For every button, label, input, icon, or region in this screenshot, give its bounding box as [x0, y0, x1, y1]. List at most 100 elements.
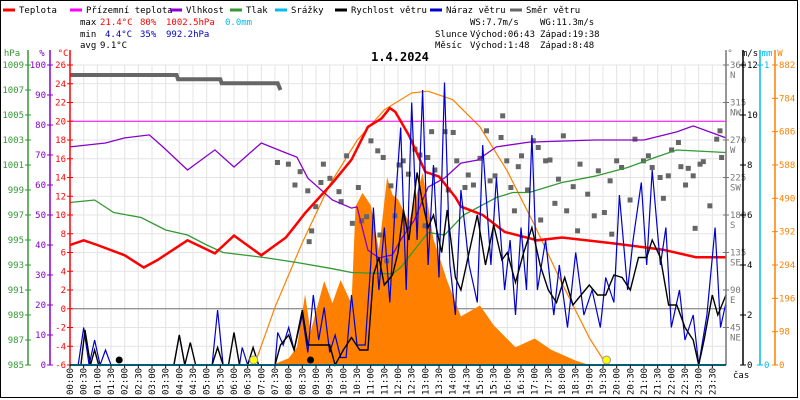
- time-tick-label: 15:00: [476, 368, 486, 395]
- wind-tick-label: 4: [747, 261, 752, 271]
- temperature-tick-label: 14: [55, 174, 66, 184]
- pressure-tick-label: 1005: [2, 111, 24, 121]
- legend-label: Vlhkost: [186, 6, 224, 16]
- solar-tick-label: 882: [779, 61, 795, 71]
- humidity-tick-label: 10: [35, 331, 46, 341]
- legend-label: Rychlost větru: [351, 6, 427, 16]
- time-tick-label: 22:00: [667, 368, 677, 395]
- humidity-unit: %: [39, 49, 45, 59]
- wind-tick-label: 12: [747, 61, 758, 71]
- pressure-tick-label: 991: [8, 286, 24, 296]
- time-tick-label: 06:30: [244, 368, 254, 395]
- wind-direction-point: [498, 135, 504, 140]
- direction-tick-label: 225: [730, 174, 746, 184]
- humidity-tick-label: 90: [35, 91, 46, 101]
- humidity-tick-label: 80: [35, 121, 46, 131]
- stat-avg-label: avg: [80, 41, 96, 51]
- wind-direction-point: [429, 129, 435, 135]
- temperature-tick-label: 16: [55, 155, 66, 165]
- wind-direction-point: [327, 175, 333, 181]
- humidity-tick-label: 60: [35, 181, 46, 191]
- pressure-tick-label: 999: [8, 186, 24, 196]
- time-tick-label: 06:00: [230, 368, 240, 395]
- wind-direction-point: [560, 133, 566, 139]
- direction-compass-label: E: [730, 296, 735, 306]
- humidity-line: [69, 125, 727, 259]
- humidity-tick-label: 0: [41, 361, 46, 371]
- wind-direction-point: [508, 185, 514, 190]
- time-tick-label: 07:00: [257, 368, 267, 395]
- moon-label: Měsíc: [435, 41, 462, 51]
- stat-max-press: 1002.5hPa: [166, 18, 215, 28]
- temperature-tick-label: 12: [55, 192, 66, 202]
- wind-direction-point: [538, 217, 544, 223]
- direction-compass-label: S: [730, 221, 735, 231]
- temperature-unit: °C: [58, 49, 69, 59]
- direction-unit: °: [727, 49, 732, 59]
- wind-direction-point: [697, 161, 703, 167]
- direction-tick-label: 45: [730, 324, 741, 334]
- time-tick-label: 21:30: [654, 368, 664, 395]
- wind-direction-point: [305, 188, 311, 194]
- wind-direction-point: [719, 155, 725, 160]
- wind-direction-point: [344, 153, 350, 159]
- time-tick-label: 16:30: [517, 368, 527, 395]
- wind-direction-point: [313, 204, 319, 210]
- wind-direction-point: [707, 203, 713, 209]
- solar-radiation-area: [272, 172, 590, 365]
- time-tick-label: 11:30: [380, 368, 390, 395]
- legend-label: Přízemní teplota: [86, 6, 173, 16]
- temperature-tick-label: 4: [61, 267, 66, 277]
- stat-max-hum: 80%: [140, 18, 157, 28]
- wind-direction-point: [575, 228, 581, 234]
- wind-tick-label: 0: [747, 361, 752, 371]
- time-tick-label: 20:30: [626, 368, 636, 395]
- wind-direction-point: [465, 172, 471, 178]
- pressure-tick-label: 1001: [2, 161, 24, 171]
- time-tick-label: 22:30: [681, 368, 691, 395]
- time-tick-label: 13:00: [421, 368, 431, 395]
- direction-tick-label: 360: [730, 61, 746, 71]
- wind-direction-point: [543, 158, 549, 164]
- temperature-tick-label: 2: [61, 286, 66, 296]
- sunrise: Východ:06:43: [470, 30, 535, 40]
- wind-direction-point: [645, 153, 651, 159]
- time-tick-label: 00:30: [80, 368, 90, 395]
- wind-direction-point: [564, 208, 570, 214]
- direction-compass-label: N: [730, 71, 735, 81]
- wind-direction-point: [285, 161, 291, 167]
- wind-direction-point: [422, 223, 428, 229]
- solar-tick-label: 392: [779, 228, 795, 238]
- wind-direction-point: [690, 173, 696, 179]
- direction-tick-label: 135: [730, 249, 746, 259]
- time-tick-label: 19:30: [599, 368, 609, 395]
- time-tick-label: 14:00: [449, 368, 459, 395]
- solar-tick-label: 0: [779, 361, 784, 371]
- wind-direction-point: [632, 136, 638, 142]
- solar-tick-label: 686: [779, 128, 795, 138]
- time-tick-label: 04:30: [189, 368, 199, 395]
- pressure-unit: hPa: [4, 49, 20, 59]
- wind-direction-point: [309, 228, 315, 234]
- stat-min-label: min: [80, 30, 96, 40]
- wind-direction-point: [665, 173, 671, 179]
- time-tick-label: 05:30: [216, 368, 226, 395]
- sunset: Západ:19:38: [540, 30, 600, 40]
- wind-direction-point: [525, 187, 531, 193]
- time-tick-label: 14:30: [462, 368, 472, 395]
- wind-direction-point: [570, 184, 576, 190]
- wind-tick-label: 8: [747, 161, 752, 171]
- wind-direction-point: [274, 160, 280, 165]
- wind-direction-point: [377, 232, 383, 238]
- wind-direction-point: [306, 239, 312, 245]
- time-tick-label: 19:00: [585, 368, 595, 395]
- wind-direction-point: [607, 178, 613, 184]
- wind-direction-point: [577, 161, 583, 167]
- wind-direction-point: [432, 167, 438, 173]
- time-tick-label: 08:00: [285, 368, 295, 395]
- wind-direction-point: [657, 175, 663, 180]
- wind-direction-point: [320, 161, 326, 167]
- sun-label: Slunce: [435, 30, 468, 40]
- wind-direction-point: [388, 183, 394, 189]
- time-tick-label: 17:30: [544, 368, 554, 395]
